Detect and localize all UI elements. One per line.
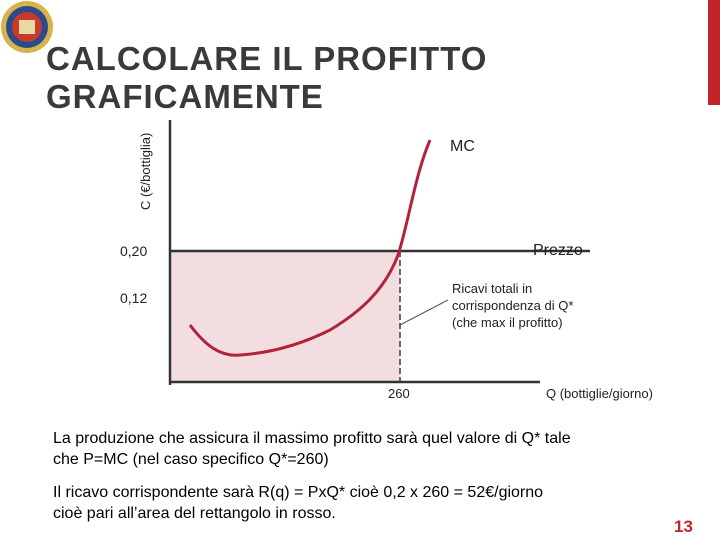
curve-label: MC [450,138,475,155]
annotation: Ricavi totali in [452,281,532,296]
body-text: che P=MC (nel caso specifico Q*=260) [53,451,329,468]
title-line: GRAFICAMENTE [46,78,324,115]
accent-bar [708,0,720,105]
logo [1,1,53,53]
x-axis-label: Q (bottiglie/giorno) [546,386,653,401]
body-text: Il ricavo corrispondente sarà R(q) = PxQ… [53,484,543,501]
revenue-area [170,251,400,382]
graph: C (€/bottiglia) MC Prezzo 0,20 0,12 260 … [120,120,653,401]
body-text: La produzione che assicura il massimo pr… [53,430,571,447]
x-label: 260 [388,386,410,401]
y-label: 0,20 [120,243,147,259]
annotation: corrispondenza di Q* [452,298,573,313]
annotation-pointer [399,299,449,326]
y-axis-label: C (€/bottiglia) [138,133,153,210]
body-text: cioè pari all’area del rettangolo in ros… [53,505,336,522]
price-label: Prezzo [533,242,583,259]
page-number: 13 [674,517,693,536]
title-line: CALCOLARE IL PROFITTO [46,40,487,77]
y-label: 0,12 [120,290,147,306]
annotation: (che max il profitto) [452,315,563,330]
mc-curve [188,139,432,357]
